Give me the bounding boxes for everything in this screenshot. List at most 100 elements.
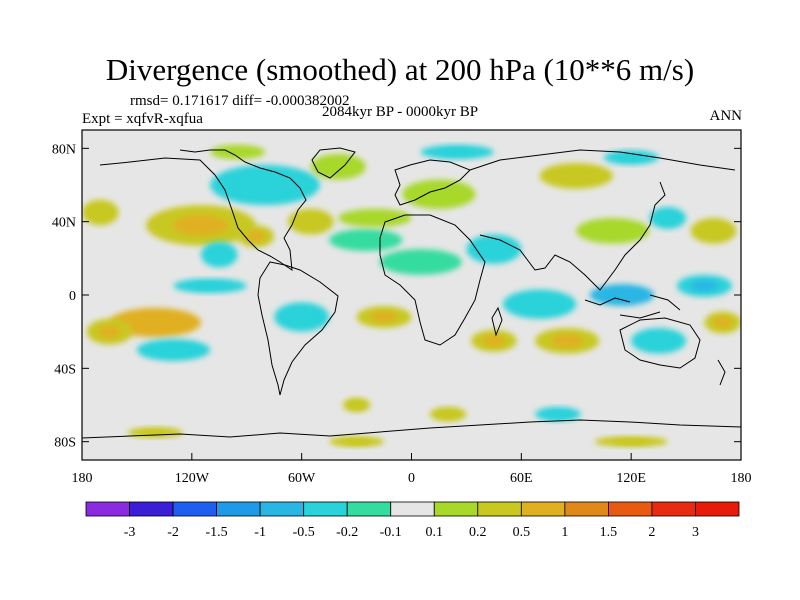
region-core-23 <box>98 325 121 339</box>
australia-coast <box>619 317 701 369</box>
region-core-34 <box>546 410 570 418</box>
region-core-19 <box>702 224 725 238</box>
colorbar-swatch <box>520 501 566 517</box>
region-core-2 <box>237 174 293 196</box>
colorbar-swatch <box>695 501 740 517</box>
y-tick-label: 0 <box>69 289 76 304</box>
colorbar-label: -1 <box>254 525 266 540</box>
region-core-21 <box>690 280 719 292</box>
coastlines <box>82 147 741 439</box>
region-n-atlantic <box>329 229 403 251</box>
europe-coast <box>394 159 471 206</box>
season-label: ANN <box>709 108 743 124</box>
region-core-5 <box>299 215 323 229</box>
colorbar-label: -0.2 <box>336 525 358 540</box>
colorbar-swatch <box>346 501 392 517</box>
region-core-20 <box>605 289 639 301</box>
colorbar-label: 0.5 <box>513 525 531 540</box>
colorbar-label: -0.5 <box>293 525 315 540</box>
colorbar-label: -1.5 <box>206 525 228 540</box>
colorbar: -3 -2 -1.5 -1 -0.5 -0.2 -0.1 0.1 0.2 0.5 1 1.5 2 3 <box>85 501 740 540</box>
region-core-30 <box>713 317 732 328</box>
latitude-ticks: 80N 40N 0 40S 80S <box>52 142 741 451</box>
region-core-25 <box>287 309 316 325</box>
region-core-24 <box>191 282 229 290</box>
region-core-12 <box>557 169 595 183</box>
region-core-22 <box>132 315 179 330</box>
period-label: 2084kyr BP - 0000kyr BP <box>322 104 479 120</box>
colorbar-label: -3 <box>124 525 136 540</box>
region-core-31 <box>155 344 192 356</box>
north-america-coast <box>99 149 307 272</box>
region-core-6 <box>246 230 266 242</box>
region-core-18 <box>658 212 677 224</box>
colorbar-label: -0.1 <box>380 525 402 540</box>
experiment-label: Expt = xqfvR-xqfua <box>82 111 203 127</box>
x-tick-label: 180 <box>72 471 93 486</box>
colorbar-swatch <box>85 501 130 517</box>
x-tick-label: 60E <box>510 471 533 486</box>
region-atlantic-mid <box>338 208 412 228</box>
region-core-37 <box>141 429 169 436</box>
region-core-11 <box>438 148 476 156</box>
region-core-0 <box>173 215 229 236</box>
x-tick-label: 180 <box>731 471 752 486</box>
rmsd-stats: rmsd= 0.171617 diff= -0.000382002 <box>130 93 350 109</box>
colorbar-swatch <box>651 501 696 517</box>
region-core-7 <box>210 248 229 262</box>
south-america-coast <box>257 261 339 396</box>
colorbar-label: 1.5 <box>600 525 618 540</box>
colorbar-swatch <box>477 501 522 517</box>
longitude-ticks: 180 120W 60W 0 60E 120E 180 <box>72 453 752 486</box>
region-core-33 <box>438 410 458 418</box>
y-tick-label: 40N <box>52 216 76 231</box>
region-arctic-canada <box>210 144 266 160</box>
region-core-35 <box>342 438 371 445</box>
region-asia-subtrop <box>576 218 650 244</box>
colorbar-label: 0.2 <box>469 525 487 540</box>
y-tick-label: 40S <box>54 362 76 377</box>
region-core-16 <box>521 296 558 312</box>
region-europe <box>402 179 476 209</box>
colorbar-swatch <box>303 501 348 517</box>
y-tick-label: 80S <box>54 436 76 451</box>
x-tick-label: 120E <box>616 471 646 486</box>
region-core-1 <box>91 206 110 219</box>
region-greenland <box>310 153 366 180</box>
colorbar-label: 1 <box>561 525 568 540</box>
colorbar-swatch <box>172 501 217 517</box>
colorbar-swatch <box>216 501 261 517</box>
antarctica-coast <box>82 419 741 439</box>
region-core-36 <box>612 438 650 445</box>
colorbar-label: 3 <box>692 525 699 540</box>
africa-coast <box>379 214 486 346</box>
plot-title: Divergence (smoothed) at 200 hPa (10**6 … <box>105 52 695 87</box>
colorbar-swatch <box>433 501 479 517</box>
greenland-coast <box>311 147 356 179</box>
maritime-islands-coast <box>584 294 681 319</box>
region-core-13 <box>617 153 645 162</box>
madagascar-coast <box>491 306 503 337</box>
colorbar-swatch <box>259 501 305 517</box>
colorbar-swatch <box>390 501 435 517</box>
colorbar-swatch <box>129 501 174 517</box>
colorbar-swatch <box>564 501 609 517</box>
x-tick-label: 0 <box>408 471 415 486</box>
region-core-29 <box>644 334 673 348</box>
x-tick-label: 120W <box>175 471 210 486</box>
colorbar-label: 2 <box>648 525 655 540</box>
new-zealand-coast <box>717 359 726 386</box>
region-core-32 <box>349 401 364 409</box>
region-n-africa <box>379 249 462 275</box>
region-core-28 <box>551 334 584 348</box>
x-tick-label: 60W <box>288 471 316 486</box>
region-core-14 <box>480 241 508 257</box>
region-core-26 <box>370 311 398 323</box>
colorbar-swatch <box>608 501 653 517</box>
colorbar-label: -2 <box>167 525 179 540</box>
asia-coast <box>469 149 736 291</box>
region-core-27 <box>482 335 506 347</box>
divergence-field <box>82 144 741 448</box>
y-tick-label: 80N <box>52 142 76 157</box>
